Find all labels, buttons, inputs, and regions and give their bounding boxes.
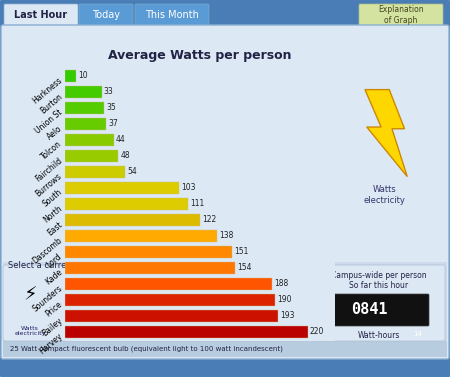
Text: Campus-wide per person
So far this hour: Campus-wide per person So far this hour — [331, 271, 427, 290]
Text: Burgers: Burgers — [253, 328, 277, 334]
Title: Average Watts per person: Average Watts per person — [108, 49, 292, 62]
FancyBboxPatch shape — [3, 265, 302, 341]
Text: This Month: This Month — [145, 10, 199, 20]
Bar — [65, 245, 232, 257]
Bar — [65, 230, 217, 242]
Text: Explanation
of Graph: Explanation of Graph — [378, 5, 424, 25]
FancyBboxPatch shape — [3, 341, 447, 357]
Text: 193: 193 — [280, 311, 295, 320]
FancyBboxPatch shape — [135, 4, 209, 26]
Bar — [65, 326, 308, 337]
Text: 188: 188 — [274, 279, 289, 288]
Bar — [65, 150, 118, 162]
Bar — [65, 310, 278, 322]
Text: 220: 220 — [310, 327, 324, 336]
Bar — [65, 70, 76, 81]
FancyBboxPatch shape — [3, 3, 447, 27]
Text: 35: 35 — [106, 103, 116, 112]
FancyBboxPatch shape — [79, 4, 133, 26]
Text: 122: 122 — [202, 215, 216, 224]
Text: ⛽: ⛽ — [139, 285, 151, 305]
Text: ⚡: ⚡ — [23, 285, 37, 305]
Bar — [65, 214, 200, 225]
FancyBboxPatch shape — [3, 262, 447, 357]
Polygon shape — [365, 90, 407, 176]
FancyBboxPatch shape — [1, 25, 449, 359]
Text: 54: 54 — [127, 167, 137, 176]
Bar — [65, 262, 235, 274]
Text: 48: 48 — [120, 151, 130, 160]
Bar — [65, 101, 104, 113]
FancyBboxPatch shape — [313, 265, 445, 341]
Bar — [65, 166, 125, 178]
Text: 37: 37 — [108, 119, 118, 128]
Text: Fuels: Fuels — [137, 328, 153, 334]
Text: 138: 138 — [220, 231, 234, 240]
Bar — [65, 198, 188, 210]
Text: 14: 14 — [414, 331, 423, 337]
Text: 🍔: 🍔 — [259, 285, 271, 305]
FancyBboxPatch shape — [4, 4, 78, 26]
Bar — [65, 294, 274, 306]
Text: Lightbulbs: Lightbulbs — [68, 328, 101, 334]
Bar — [65, 133, 114, 146]
Bar — [65, 277, 272, 290]
Text: 103: 103 — [181, 183, 195, 192]
Text: 🚗: 🚗 — [199, 285, 211, 305]
Text: Watt-hours: Watt-hours — [358, 331, 400, 340]
Text: Today: Today — [92, 10, 120, 20]
Text: Watts
electricity: Watts electricity — [364, 185, 406, 205]
Text: Automobiles: Automobiles — [185, 328, 225, 334]
FancyBboxPatch shape — [359, 4, 443, 26]
Text: 190: 190 — [277, 295, 291, 304]
Text: 154: 154 — [237, 263, 252, 272]
Text: 25 Watt compact fluorescent bulb (equivalent light to 100 watt incandescent): 25 Watt compact fluorescent bulb (equiva… — [10, 346, 283, 352]
Bar — [65, 86, 102, 98]
Text: 44: 44 — [116, 135, 126, 144]
Text: 10: 10 — [78, 71, 88, 80]
Text: 💡: 💡 — [79, 285, 91, 305]
Text: 0841: 0841 — [351, 302, 387, 317]
Text: 33: 33 — [104, 87, 113, 96]
Text: 111: 111 — [190, 199, 204, 208]
FancyBboxPatch shape — [327, 294, 429, 326]
Text: 151: 151 — [234, 247, 248, 256]
Text: Watts
electricity: Watts electricity — [14, 326, 46, 336]
Bar — [65, 118, 106, 130]
Text: Last Hour: Last Hour — [14, 10, 68, 20]
Bar — [65, 182, 179, 193]
Text: Select a currency for expressing per person electricity consumption:: Select a currency for expressing per per… — [8, 261, 297, 270]
